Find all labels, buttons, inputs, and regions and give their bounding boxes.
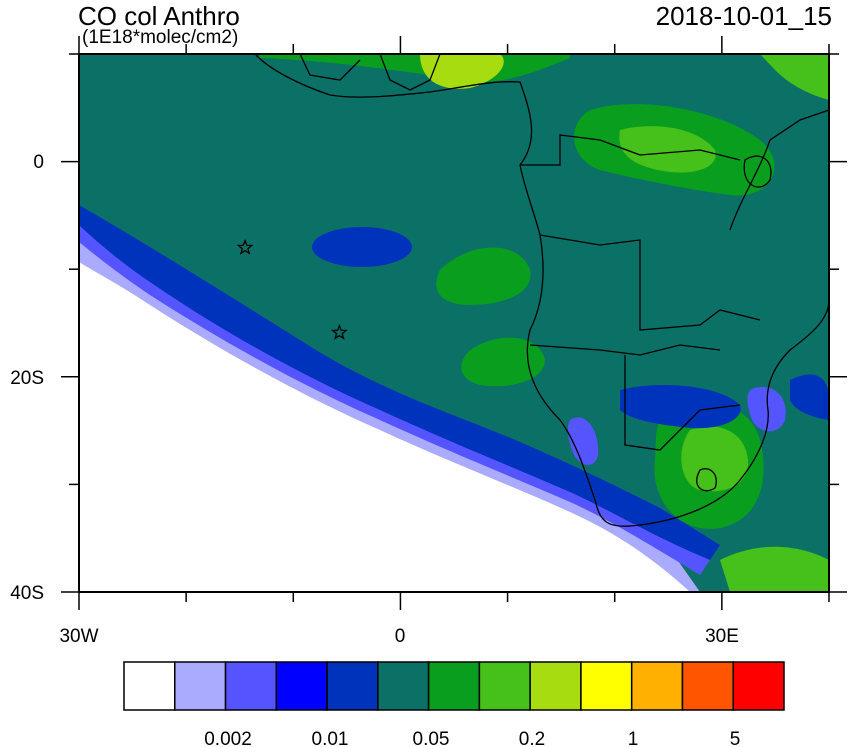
- colorbar-label-5: 1: [628, 729, 639, 747]
- concentration-field: [79, 54, 829, 592]
- colorbar-swatch-8: [478, 661, 531, 711]
- border-line-6: [379, 54, 441, 91]
- field-patch-teal-nw: [79, 54, 260, 110]
- colorbar-swatch-5: [326, 661, 379, 711]
- field-patch-green-2: [461, 337, 545, 387]
- axis-ticks: [61, 36, 847, 610]
- colorbar-label-2: 0.01: [312, 729, 349, 747]
- field-patch-blue-4: [790, 374, 829, 420]
- colorbar-swatch-6: [377, 661, 430, 711]
- field-patch-yellowgreen-1: [420, 54, 504, 89]
- border-line-1: [520, 134, 741, 166]
- colorbar-swatch-7: [427, 661, 481, 711]
- colorbar: [123, 661, 785, 711]
- map-title: CO col Anthro: [78, 1, 240, 31]
- border-line-3: [529, 344, 721, 356]
- timestamp-label: 2018-10-01_15: [655, 1, 832, 31]
- colorbar-label-1: 0.002: [204, 729, 252, 747]
- border-line-2: [539, 234, 761, 331]
- colorbar-swatch-1: [123, 661, 176, 711]
- lesotho-border: [696, 468, 717, 492]
- colorbar-swatch-4: [275, 661, 328, 711]
- field-patch-blue-2: [620, 385, 741, 429]
- lake-victoria: [743, 155, 772, 188]
- field-patch-lightgreen-1: [619, 126, 716, 173]
- y-tick-label-2: 20S: [10, 368, 44, 389]
- colorbar-label-4: 0.2: [519, 729, 545, 747]
- africa-coastline: [254, 54, 829, 527]
- field-patch-blue-1: [567, 417, 599, 466]
- y-tick-label-1: 0: [33, 152, 44, 173]
- marker-layer: [236, 238, 348, 340]
- colorbar-swatch-3: [224, 661, 278, 711]
- field-patch-green-1: [436, 247, 531, 305]
- field-band-0033bb: [79, 205, 720, 560]
- field-band-5555ff: [79, 222, 710, 575]
- colorbar-label-3: 0.05: [413, 729, 450, 747]
- field-patch-lightgreen-ne: [760, 54, 829, 100]
- colorbar-swatch-13: [732, 661, 785, 711]
- star-marker-1: [236, 238, 254, 255]
- units-label: (1E18*molec/cm2): [82, 27, 239, 48]
- x-tick-label-3: 30E: [705, 626, 739, 647]
- colorbar-label-6: 5: [730, 729, 741, 747]
- star-marker-2: [330, 323, 348, 340]
- border-line-7: [299, 54, 361, 81]
- x-tick-label-2: 0: [395, 626, 406, 647]
- colorbar-swatch-12: [681, 661, 734, 711]
- border-line-4: [624, 355, 741, 451]
- colorbar-swatch-9: [529, 661, 582, 711]
- colorbar-swatch-2: [174, 661, 227, 711]
- field-offshore-low: [312, 227, 412, 267]
- y-tick-label-3: 40S: [10, 583, 44, 604]
- colorbar-swatch-10: [580, 661, 633, 711]
- x-tick-label-1: 30W: [59, 626, 98, 647]
- map-frame: [78, 53, 830, 593]
- field-patch-lightgreen-3: [720, 546, 829, 592]
- border-line-5: [729, 109, 829, 231]
- field-patch-blue-3: [747, 386, 786, 432]
- colorbar-swatch-11: [630, 661, 684, 711]
- coastlines: [254, 54, 829, 527]
